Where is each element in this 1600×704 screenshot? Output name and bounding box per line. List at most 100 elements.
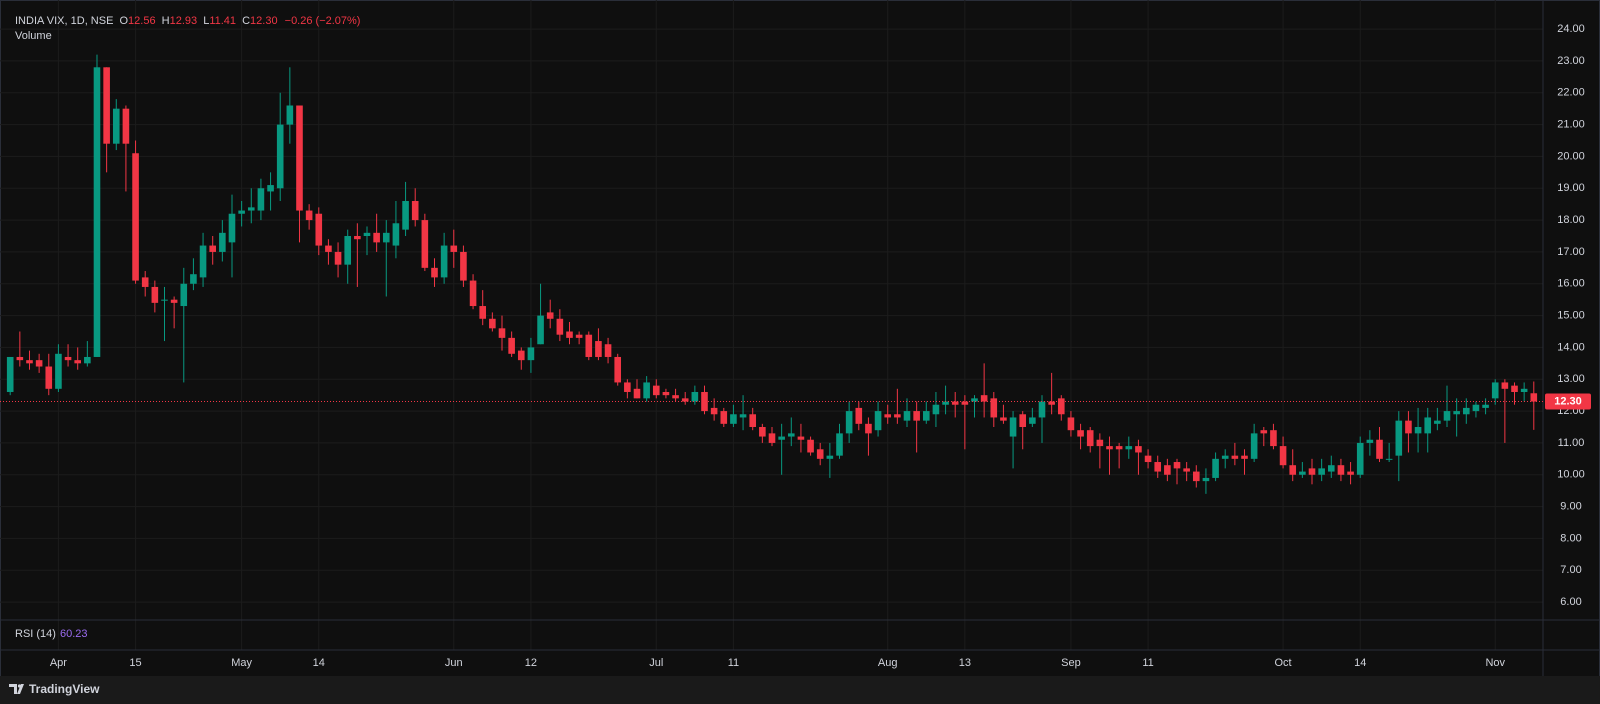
candle-body (913, 411, 920, 421)
candle-body (64, 356, 72, 361)
candle-body (1520, 388, 1528, 392)
candle-body (1154, 462, 1162, 472)
x-tick-label: Oct (1275, 657, 1292, 669)
candle-body (1029, 417, 1036, 424)
candle-body (1308, 468, 1316, 475)
candle-body (1221, 455, 1229, 459)
candle-body (826, 455, 834, 459)
candle-body (421, 220, 429, 268)
high-value: 12.93 (170, 15, 198, 27)
symbol: INDIA VIX, 1D, NSE (15, 15, 113, 27)
grid (0, 0, 1543, 650)
candle-body (537, 315, 544, 345)
y-tick-label: 11.00 (1558, 437, 1585, 449)
y-tick-label: 14.00 (1557, 341, 1585, 353)
candle-body (286, 105, 294, 125)
candle-body (768, 433, 776, 443)
y-tick-label: 13.00 (1557, 373, 1585, 385)
low-label: L (203, 15, 209, 27)
candle-body (691, 391, 699, 402)
candle-body (922, 411, 930, 421)
candle-body (440, 245, 448, 278)
candle-body (103, 67, 110, 144)
candle-body (93, 67, 101, 357)
candle-body (845, 411, 853, 434)
candle-body (305, 210, 313, 221)
candle-body (112, 108, 120, 144)
x-tick-label: Sep (1061, 657, 1081, 669)
candle-body (257, 188, 265, 211)
change: −0.26 (−2.07%) (285, 15, 361, 27)
candle-body (1318, 468, 1325, 475)
candle-body (460, 251, 467, 281)
x-tick-label: Nov (1485, 657, 1505, 669)
candle-body (575, 334, 583, 338)
candle-body (344, 236, 352, 265)
candle-body (141, 277, 149, 287)
low-value: 11.41 (209, 15, 236, 27)
candle-body (479, 306, 487, 319)
candle-body (1472, 404, 1480, 412)
x-tick-label: 15 (129, 657, 141, 669)
y-tick-label: 20.00 (1557, 150, 1585, 162)
volume-label: Volume (15, 30, 52, 42)
candle-body (517, 350, 525, 361)
brand-name: TradingView (29, 682, 100, 696)
candle-body (373, 232, 380, 243)
candle-body (1192, 471, 1200, 482)
candle-body (1086, 430, 1094, 447)
candle-body (180, 283, 188, 307)
candle-body (219, 232, 226, 252)
candle-body (1270, 430, 1277, 447)
candle-body (151, 286, 159, 303)
candle-body (16, 356, 24, 361)
candle-body (1164, 465, 1171, 475)
candle-body (1096, 439, 1104, 447)
candle-body (710, 407, 718, 415)
candle-body (681, 398, 689, 402)
candle-body (1347, 471, 1354, 475)
candle-body (228, 213, 236, 243)
y-tick-label: 17.00 (1557, 246, 1585, 258)
x-tick-label: 13 (959, 657, 971, 669)
candle-body (1414, 427, 1422, 434)
candle-body (267, 185, 274, 192)
candle-body (315, 213, 323, 246)
candle-body (1048, 401, 1055, 405)
candle-body (836, 433, 843, 456)
candle-body (624, 382, 631, 392)
footer-bar (0, 676, 1600, 704)
candle-body (816, 449, 824, 459)
candle-body (1376, 439, 1383, 459)
candle-body (190, 274, 197, 284)
candle-body (874, 411, 882, 431)
candle-body (74, 360, 82, 364)
candle-body (778, 436, 785, 440)
rsi-label: RSI (14) (15, 628, 56, 640)
candle-body (1000, 417, 1007, 421)
candle-body (84, 356, 91, 364)
candle-body (354, 236, 361, 240)
candle-body (1462, 407, 1470, 415)
candle-body (604, 344, 612, 357)
candle-body (1231, 455, 1239, 459)
x-tick-label: 11 (1142, 657, 1153, 669)
candle-body (55, 353, 62, 389)
brand[interactable]: TradingView (9, 682, 100, 696)
candle-body (643, 382, 650, 399)
candle-body (1434, 420, 1441, 424)
candle-body (170, 299, 178, 303)
candle-body (1009, 417, 1017, 437)
candle-body (132, 153, 139, 281)
close-label: C (242, 15, 250, 27)
x-tick-label: 11 (728, 657, 739, 669)
y-tick-label: 24.00 (1557, 23, 1585, 35)
candle-body (1501, 382, 1509, 389)
legend: INDIA VIX, 1D, NSE O12.56 H12.93 L11.41 … (15, 15, 360, 27)
candle-body (238, 210, 245, 214)
candle-body (614, 356, 622, 383)
candle-body (942, 401, 949, 405)
candle-body (672, 395, 679, 399)
